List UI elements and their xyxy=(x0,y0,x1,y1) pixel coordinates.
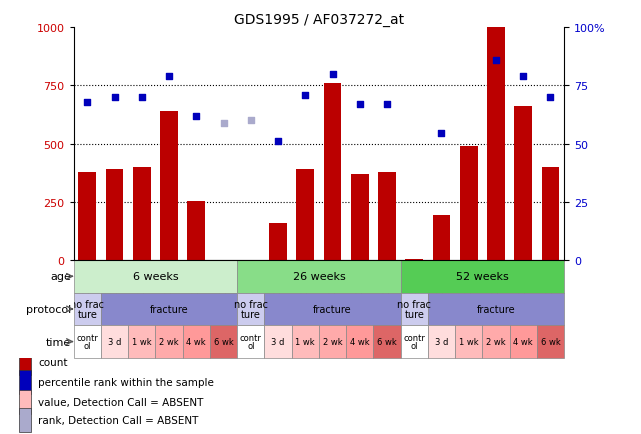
Text: contr
ol: contr ol xyxy=(403,333,425,350)
Text: age: age xyxy=(50,272,71,282)
Bar xyxy=(292,326,319,358)
Text: 26 weeks: 26 weeks xyxy=(292,272,345,282)
Bar xyxy=(210,326,237,358)
Bar xyxy=(19,408,31,432)
Point xyxy=(382,102,392,108)
Bar xyxy=(346,326,373,358)
Text: 52 weeks: 52 weeks xyxy=(456,272,509,282)
Point xyxy=(110,94,120,101)
Bar xyxy=(351,174,369,260)
Bar xyxy=(319,326,346,358)
Bar xyxy=(160,112,178,260)
Bar xyxy=(19,370,31,395)
Point xyxy=(164,73,174,80)
Text: fracture: fracture xyxy=(150,304,188,314)
Point xyxy=(545,94,556,101)
Bar xyxy=(483,326,510,358)
Bar xyxy=(510,326,537,358)
Bar xyxy=(296,170,314,260)
Text: no frac
ture: no frac ture xyxy=(234,299,268,319)
Point xyxy=(300,92,310,99)
Point xyxy=(518,73,528,80)
Text: 6 weeks: 6 weeks xyxy=(133,272,178,282)
Text: fracture: fracture xyxy=(313,304,352,314)
Text: 2 wk: 2 wk xyxy=(322,337,342,346)
Bar xyxy=(265,293,401,326)
Text: 4 wk: 4 wk xyxy=(350,337,370,346)
Point xyxy=(273,138,283,145)
Bar xyxy=(237,260,401,293)
Text: 1 wk: 1 wk xyxy=(459,337,479,346)
Point xyxy=(219,120,229,127)
Point xyxy=(354,102,365,108)
Bar xyxy=(378,172,396,260)
Point xyxy=(191,113,201,120)
Title: GDS1995 / AF037272_at: GDS1995 / AF037272_at xyxy=(234,13,404,27)
Text: contr
ol: contr ol xyxy=(240,333,262,350)
Text: 6 wk: 6 wk xyxy=(213,337,233,346)
Text: 4 wk: 4 wk xyxy=(187,337,206,346)
Bar xyxy=(269,223,287,260)
Text: percentile rank within the sample: percentile rank within the sample xyxy=(38,378,214,387)
Text: rank, Detection Call = ABSENT: rank, Detection Call = ABSENT xyxy=(38,415,199,425)
Bar xyxy=(78,172,96,260)
Bar xyxy=(401,293,428,326)
Text: no frac
ture: no frac ture xyxy=(71,299,104,319)
Bar xyxy=(128,326,155,358)
Bar xyxy=(487,28,505,260)
Bar xyxy=(237,326,265,358)
Bar xyxy=(401,326,428,358)
Text: 3 d: 3 d xyxy=(108,337,121,346)
Text: 2 wk: 2 wk xyxy=(159,337,179,346)
Bar xyxy=(19,351,31,375)
Text: 1 wk: 1 wk xyxy=(132,337,152,346)
Bar xyxy=(373,326,401,358)
Text: count: count xyxy=(38,358,68,368)
Bar xyxy=(428,293,564,326)
Point xyxy=(82,99,92,106)
Text: protocol: protocol xyxy=(26,304,71,314)
Text: no frac
ture: no frac ture xyxy=(397,299,431,319)
Text: 3 d: 3 d xyxy=(435,337,448,346)
Text: 4 wk: 4 wk xyxy=(513,337,533,346)
Text: 2 wk: 2 wk xyxy=(486,337,506,346)
Bar xyxy=(74,293,101,326)
Point xyxy=(491,57,501,64)
Bar xyxy=(428,326,455,358)
Bar xyxy=(155,326,183,358)
Bar xyxy=(101,293,237,326)
Bar xyxy=(324,84,342,260)
Text: value, Detection Call = ABSENT: value, Detection Call = ABSENT xyxy=(38,397,203,407)
Bar xyxy=(74,260,237,293)
Bar xyxy=(101,326,128,358)
Text: contr
ol: contr ol xyxy=(76,333,98,350)
Bar xyxy=(106,170,124,260)
Bar xyxy=(433,215,451,260)
Text: 6 wk: 6 wk xyxy=(540,337,560,346)
Text: 1 wk: 1 wk xyxy=(296,337,315,346)
Text: fracture: fracture xyxy=(477,304,515,314)
Bar xyxy=(542,168,560,260)
Text: 6 wk: 6 wk xyxy=(377,337,397,346)
Bar xyxy=(401,260,564,293)
Bar xyxy=(19,390,31,414)
Bar xyxy=(74,326,101,358)
Bar xyxy=(537,326,564,358)
Point xyxy=(137,94,147,101)
Bar xyxy=(237,293,265,326)
Bar xyxy=(514,107,532,260)
Point xyxy=(437,130,447,137)
Bar xyxy=(187,201,205,260)
Point xyxy=(246,118,256,125)
Bar xyxy=(183,326,210,358)
Text: time: time xyxy=(46,337,71,347)
Text: 3 d: 3 d xyxy=(271,337,285,346)
Point xyxy=(328,71,338,78)
Bar xyxy=(455,326,483,358)
Bar xyxy=(265,326,292,358)
Bar xyxy=(133,168,151,260)
Bar xyxy=(405,259,423,260)
Bar xyxy=(460,147,478,260)
